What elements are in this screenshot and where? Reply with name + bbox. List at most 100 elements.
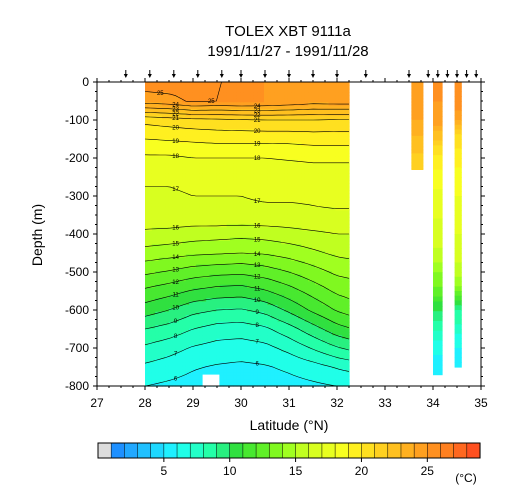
heat-cell	[155, 382, 160, 387]
heat-cell	[158, 284, 163, 289]
heat-cell	[151, 348, 156, 353]
heat-cell	[298, 230, 302, 235]
heat-cell	[151, 250, 156, 255]
heat-cell	[179, 298, 183, 303]
heat-cell	[321, 163, 326, 168]
heat-cell	[179, 227, 183, 232]
heat-cell	[274, 372, 279, 377]
heat-cell	[270, 237, 275, 242]
heat-cell	[155, 318, 160, 323]
heat-cell	[287, 169, 292, 174]
heat-cell	[209, 179, 214, 184]
heat-cell	[308, 352, 313, 357]
heat-cell	[209, 136, 214, 141]
heat-cell	[298, 264, 302, 269]
heat-cell	[243, 369, 248, 374]
heat-cell	[247, 348, 251, 353]
heat-cell	[236, 95, 241, 100]
heat-cell	[260, 331, 265, 336]
heat-cell	[328, 325, 333, 330]
heat-cell	[274, 315, 279, 320]
heat-cell	[260, 190, 265, 195]
heat-cell	[151, 146, 156, 151]
heat-cell	[270, 85, 275, 90]
heat-cell	[179, 247, 183, 252]
heat-cell	[315, 119, 319, 124]
heat-cell	[277, 358, 282, 363]
heat-cell	[165, 166, 170, 171]
heat-cell	[270, 379, 275, 384]
heat-cell	[162, 82, 166, 86]
heat-cell	[298, 109, 302, 113]
heat-cell	[216, 186, 221, 191]
heat-cell	[165, 179, 170, 184]
heat-cell	[332, 88, 336, 93]
heat-cell	[151, 240, 156, 245]
heat-cell	[270, 190, 275, 195]
heat-cell	[328, 261, 333, 265]
heat-cell	[219, 159, 224, 164]
heat-cell	[240, 365, 245, 370]
heat-cell	[162, 234, 166, 238]
heat-cell	[202, 159, 207, 164]
heat-cell	[199, 315, 204, 320]
heat-cell	[199, 261, 204, 265]
heat-cell	[328, 315, 333, 320]
heat-cell	[233, 105, 238, 110]
heat-cell	[257, 315, 262, 320]
heat-cell	[223, 250, 228, 255]
heat-cell	[219, 281, 224, 286]
heat-cell	[192, 325, 197, 330]
heat-cell	[216, 142, 221, 147]
heat-cell	[165, 142, 170, 147]
heat-cell	[260, 85, 265, 90]
heat-cell	[250, 173, 255, 178]
heat-cell	[253, 382, 258, 387]
heat-cell	[260, 352, 265, 357]
heat-cell	[155, 98, 160, 103]
heat-cell	[304, 139, 309, 144]
heat-cell	[315, 244, 319, 249]
heat-cell	[223, 152, 228, 157]
heat-cell	[145, 338, 149, 343]
heat-cell	[264, 331, 268, 336]
heat-cell	[213, 240, 217, 245]
heat-cell	[206, 281, 211, 286]
heat-cell	[301, 335, 306, 340]
heat-cell	[287, 227, 292, 232]
heat-cell	[165, 200, 170, 205]
heat-cell	[325, 203, 330, 208]
heat-cell	[230, 325, 234, 330]
heat-cell	[162, 362, 166, 367]
heat-cell	[230, 223, 234, 228]
heat-cell	[168, 264, 173, 269]
heat-cell	[328, 109, 333, 113]
heat-cell	[325, 237, 330, 242]
heat-cell	[318, 315, 323, 320]
heat-cell	[172, 230, 177, 235]
heat-cell	[250, 206, 255, 211]
heat-cell	[172, 362, 177, 367]
heat-cell	[175, 119, 180, 124]
heat-cell	[189, 331, 194, 336]
heat-cell	[277, 362, 282, 367]
heat-cell	[168, 284, 173, 289]
heat-cell	[213, 213, 217, 218]
heat-cell	[311, 98, 316, 103]
heat-cell	[209, 264, 214, 269]
heat-cell	[318, 348, 323, 353]
heat-cell	[277, 331, 282, 336]
heat-cell	[182, 186, 187, 191]
heat-cell	[192, 247, 197, 252]
heat-cell	[230, 200, 234, 205]
heat-cell	[301, 294, 306, 299]
heat-cell	[209, 372, 214, 377]
heat-cell	[311, 223, 316, 228]
heat-cell	[182, 301, 187, 306]
heat-cell	[240, 234, 245, 238]
heat-cell	[226, 288, 231, 293]
heat-cell	[185, 159, 190, 164]
heat-cell	[162, 318, 166, 323]
heat-cell	[209, 109, 214, 113]
heat-cell	[304, 379, 309, 384]
